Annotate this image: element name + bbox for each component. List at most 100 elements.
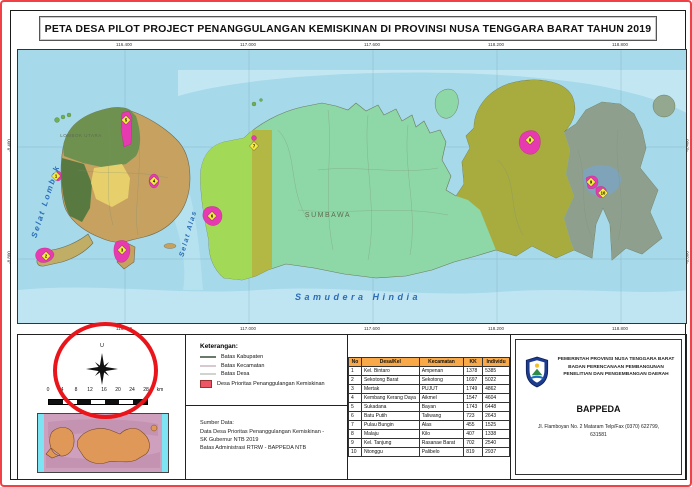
table-cell: 1338 (482, 429, 510, 439)
main-map: Selat Lombok Selat Alas Samudera Hindia … (17, 49, 687, 324)
legend-label: Desa Prioritas Penanggulangan Kemiskinan (217, 380, 325, 387)
legend-box: Keterangan: Batas Kabupaten Batas Kecama… (186, 335, 347, 406)
table-cell: 1743 (463, 402, 484, 412)
table-cell: 2540 (482, 438, 510, 448)
table-row: 7 Pulau Bungin Alas 455 1525 (348, 420, 510, 430)
map-title: PETA DESA PILOT PROJECT PENANGGULANGAN K… (44, 22, 652, 35)
table-cell: 1 (348, 366, 362, 376)
table-cell: 723 (463, 411, 484, 421)
table-cell: Kel. Tanjung (360, 438, 420, 448)
agency-line: PEMERINTAH PROVINSI NUSA TENGGARA BARAT (557, 357, 675, 362)
table-cell: PUJUT (418, 384, 465, 394)
table-cell: 3 (348, 384, 362, 394)
table-row: 4 Kembang Kerang Daya Aikmel 1547 4604 (348, 393, 510, 403)
boundary-line-swatch (200, 373, 216, 375)
table-cell: 1547 (463, 393, 484, 403)
boundary-line-swatch (200, 364, 216, 367)
legend-item-desa-prioritas: Desa Prioritas Penanggulangan Kemiskinan (200, 379, 347, 388)
marker-1: 1 (55, 174, 58, 179)
lat-label: -8.400 (6, 139, 12, 152)
table-cell: 407 (463, 429, 484, 439)
data-source-line: Data Desa Prioritas Penanggulangan Kemis… (200, 429, 325, 443)
data-source-line: Batas Administrasi RTRW - BAPPEDA NTB (200, 444, 307, 451)
lon-label: 117.000 (240, 326, 256, 331)
boundary-line-swatch (200, 356, 216, 358)
agency-panel: PEMERINTAH PROVINSI NUSA TENGGARA BARAT … (511, 335, 686, 479)
table-cell: Rasanae Barat (418, 438, 465, 448)
table-cell: Sekotong (418, 375, 465, 385)
priority-area-swatch (200, 379, 212, 388)
priority-markers: 1 2 3 4 5 6 7 8 9 10 (41, 115, 609, 261)
legend-panel: Keterangan: Batas Kabupaten Batas Kecama… (186, 335, 348, 479)
marker-9: 9 (590, 180, 593, 185)
table-row: 9 Kel. Tanjung Rasanae Barat 702 2540 (348, 438, 510, 448)
table-row: 8 Malaju Kilo 407 1338 (348, 429, 510, 439)
marker-6: 6 (211, 214, 214, 219)
table-cell: Bayan (418, 402, 465, 412)
legend-label: Batas Kecamatan (221, 362, 265, 369)
table-cell: Sekotong Barat (360, 375, 420, 385)
marker-3: 3 (121, 248, 124, 253)
table-cell: Batu Putih (360, 411, 420, 421)
table-cell: Kel. Bintaro (360, 366, 420, 376)
table-cell: 5385 (482, 366, 510, 376)
marker-8: 8 (529, 138, 532, 143)
table-cell: 1378 (463, 366, 484, 376)
marker-7: 7 (253, 144, 256, 149)
legend-item-batas-desa: Batas Desa (200, 371, 347, 377)
inset-overview-map (37, 413, 169, 473)
agency-inner-box: PEMERINTAH PROVINSI NUSA TENGGARA BARAT … (515, 339, 682, 475)
table-row: 1 Kel. Bintaro Ampenan 1378 5385 (348, 366, 510, 376)
table-cell: Sukadana (360, 402, 420, 412)
table-cell: Kembang Kerang Daya (360, 393, 420, 403)
lon-label: 117.000 (240, 42, 256, 47)
table-cell: Pulau Bungin (360, 420, 420, 430)
legend-item-batas-kecamatan: Batas Kecamatan (200, 363, 347, 369)
table-cell: 2 (348, 375, 362, 385)
scale-tick-label: 0 (46, 387, 50, 393)
legend-item-batas-kabupaten: Batas Kabupaten (200, 354, 347, 360)
priority-table-panel: No Desa/Kel Kecamatan KK Individu 1 Kel. … (348, 335, 511, 479)
lon-label: 117.600 (364, 326, 380, 331)
table-row: 5 Sukadana Bayan 1743 6448 (348, 402, 510, 412)
agency-acronym: BAPPEDA (576, 404, 621, 414)
priority-villages-table: No Desa/Kel Kecamatan KK Individu 1 Kel. … (348, 357, 510, 457)
table-row: 10 Ntonggu Palibelo 819 2937 (348, 447, 510, 457)
table-cell: Alas (418, 420, 465, 430)
table-cell: 1749 (463, 384, 484, 394)
shallow-water (178, 70, 686, 113)
region-label-sumbawa: SUMBAWA (305, 212, 351, 219)
table-cell: Palibelo (418, 447, 465, 457)
shallow-water (168, 195, 203, 290)
legend-label: Batas Kabupaten (221, 354, 264, 360)
agency-name-lines: PEMERINTAH PROVINSI NUSA TENGGARA BARAT … (552, 356, 680, 379)
shallow-water (18, 287, 686, 323)
table-cell: 4604 (482, 393, 510, 403)
table-cell: Mertak (360, 384, 420, 394)
lon-label: 118.800 (612, 42, 628, 47)
table-cell: 455 (463, 420, 484, 430)
lon-label: 118.200 (488, 326, 504, 331)
table-cell: 8 (348, 429, 362, 439)
legend-title: Keterangan: (200, 343, 238, 350)
table-cell: 1697 (463, 375, 484, 385)
map-svg: Selat Lombok Selat Alas Samudera Hindia … (18, 50, 686, 323)
table-cell: Malaju (360, 429, 420, 439)
region-label-lombok-utara: LOMBOK UTARA (60, 133, 101, 138)
table-cell: Taliwang (418, 411, 465, 421)
table-row: 2 Sekotong Barat Sekotong 1697 5022 (348, 375, 510, 385)
table-cell: Kilo (418, 429, 465, 439)
marker-10: 10 (601, 191, 606, 196)
map-title-box: PETA DESA PILOT PROJECT PENANGGULANGAN K… (39, 16, 657, 41)
table-cell: Aikmel (418, 393, 465, 403)
table-row: 3 Mertak PUJUT 1749 4862 (348, 384, 510, 394)
agency-line: PENELITIAN DAN PENGEMBANGAN DAERAH (563, 372, 669, 378)
scale-unit-label: km (156, 387, 164, 393)
table-cell: 5 (348, 402, 362, 412)
table-header-cell: No (348, 357, 362, 367)
lon-label: 116.400 (116, 42, 132, 47)
table-cell: 6448 (482, 402, 510, 412)
sumbawa-island (200, 79, 676, 281)
agency-line: BADAN PERENCANAAN PEMBANGUNAN (568, 364, 664, 370)
table-header-cell: Kecamatan (418, 357, 465, 367)
